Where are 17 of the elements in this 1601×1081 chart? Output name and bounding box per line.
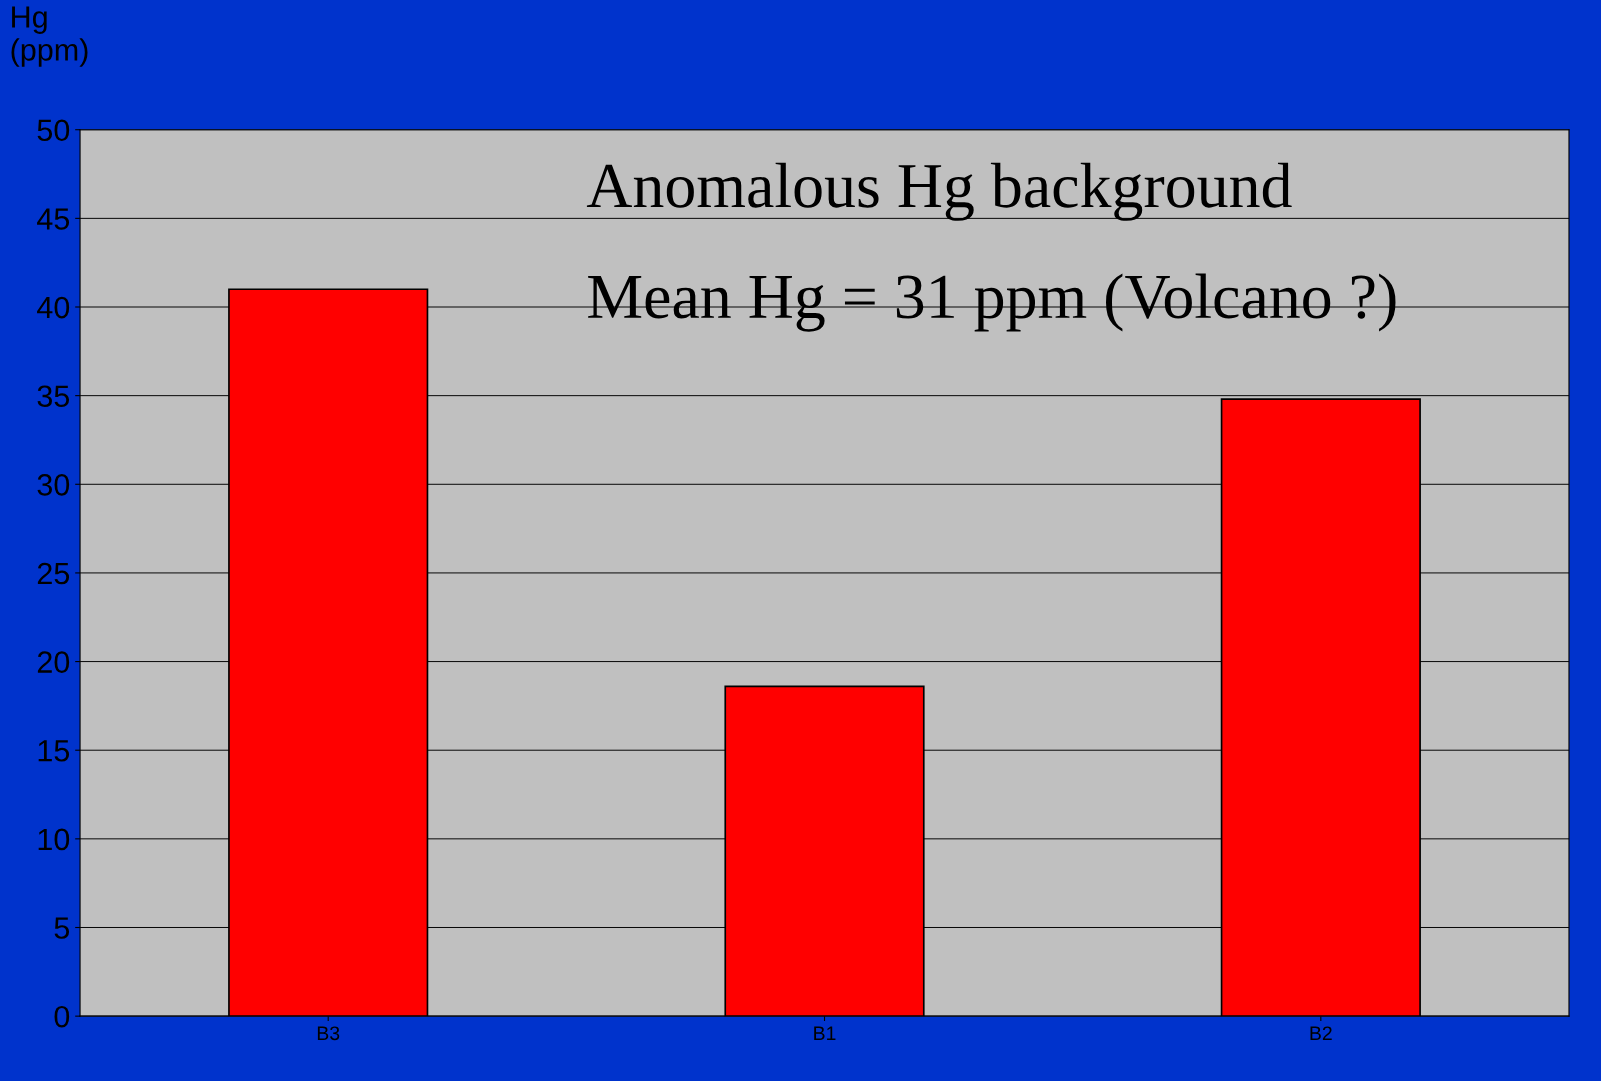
y-tick-label: 40 bbox=[37, 296, 70, 319]
y-tick-label: 5 bbox=[54, 917, 70, 939]
y-tick-label: 15 bbox=[38, 740, 70, 762]
y-tick-label: 35 bbox=[37, 385, 70, 408]
y-tick-label: 20 bbox=[37, 651, 70, 673]
y-tick-label: 45 bbox=[37, 208, 70, 230]
annotation: Mean Hg = 31 ppm (Volcano ?) bbox=[588, 273, 1396, 332]
y-tick-label: 0 bbox=[54, 1005, 70, 1028]
x-tick-label: B1 bbox=[814, 1026, 836, 1040]
x-tick-label: B2 bbox=[1310, 1026, 1332, 1040]
x-tick-label: B3 bbox=[317, 1026, 340, 1041]
y-tick-label: 25 bbox=[37, 562, 70, 585]
y-tick-label: 10 bbox=[38, 828, 70, 851]
y-tick-label: 50 bbox=[37, 119, 70, 142]
annotation: Anomalous Hg background bbox=[586, 162, 1292, 221]
y-tick-label: 30 bbox=[37, 474, 70, 496]
y-axis-title: Hg (ppm) bbox=[11, 6, 88, 67]
